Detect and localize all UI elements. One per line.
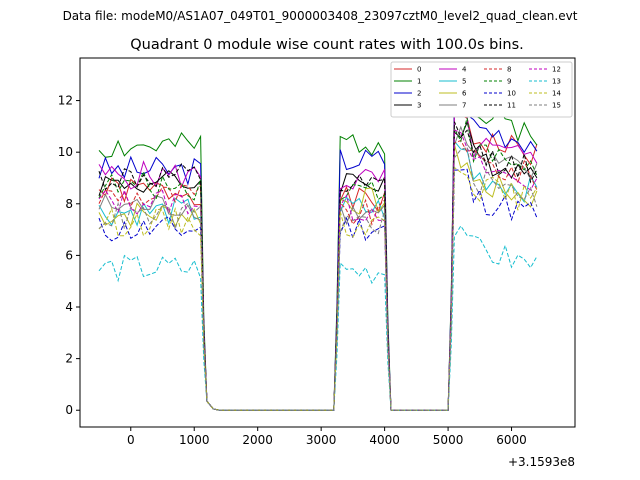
y-tick-label: 0 bbox=[65, 403, 73, 417]
legend-label: 1 bbox=[417, 78, 421, 86]
series-line-12 bbox=[98, 129, 538, 411]
y-tick-label: 8 bbox=[65, 197, 73, 211]
chart-title: Quadrant 0 module wise count rates with … bbox=[130, 37, 524, 53]
x-tick-label: 3000 bbox=[306, 433, 337, 447]
legend-label: 0 bbox=[417, 66, 421, 74]
y-tick-label: 12 bbox=[58, 94, 73, 108]
series-layer bbox=[98, 94, 538, 411]
legend-label: 12 bbox=[552, 66, 561, 74]
x-tick-label: 0 bbox=[127, 433, 135, 447]
x-tick-label: 1000 bbox=[179, 433, 210, 447]
x-tick-label: 2000 bbox=[242, 433, 273, 447]
y-tick-label: 2 bbox=[65, 352, 73, 366]
x-offset-label: +3.1593e8 bbox=[508, 455, 575, 469]
x-tick-label: 4000 bbox=[369, 433, 400, 447]
legend-label: 2 bbox=[417, 90, 421, 98]
x-axis: 0 1000 2000 3000 4000 5000 6000 bbox=[127, 427, 527, 447]
y-tick-label: 10 bbox=[58, 145, 73, 159]
legend-label: 9 bbox=[507, 78, 511, 86]
legend-label: 14 bbox=[552, 90, 561, 98]
y-tick-label: 6 bbox=[65, 248, 73, 262]
plot-frame bbox=[79, 57, 576, 428]
legend-box bbox=[390, 61, 573, 118]
series-line-13 bbox=[98, 224, 538, 411]
legend-label: 11 bbox=[507, 102, 516, 110]
legend-label: 7 bbox=[462, 102, 466, 110]
x-tick-label: 5000 bbox=[433, 433, 464, 447]
legend-label: 13 bbox=[552, 78, 561, 86]
suptitle: Data file: modeM0/AS1A07_049T01_90000034… bbox=[63, 9, 578, 23]
legend-label: 8 bbox=[507, 66, 511, 74]
legend-label: 6 bbox=[462, 90, 467, 98]
legend-label: 5 bbox=[462, 78, 466, 86]
x-tick-label: 6000 bbox=[496, 433, 527, 447]
legend-label: 4 bbox=[462, 66, 467, 74]
y-tick-label: 4 bbox=[65, 300, 73, 314]
series-line-15 bbox=[98, 146, 538, 411]
series-line-14 bbox=[98, 166, 538, 411]
y-axis: 0 2 4 6 8 10 12 bbox=[58, 94, 80, 417]
legend-label: 3 bbox=[417, 102, 421, 110]
legend-label: 15 bbox=[552, 102, 561, 110]
series-line-11 bbox=[98, 121, 538, 411]
legend-label: 10 bbox=[507, 90, 516, 98]
